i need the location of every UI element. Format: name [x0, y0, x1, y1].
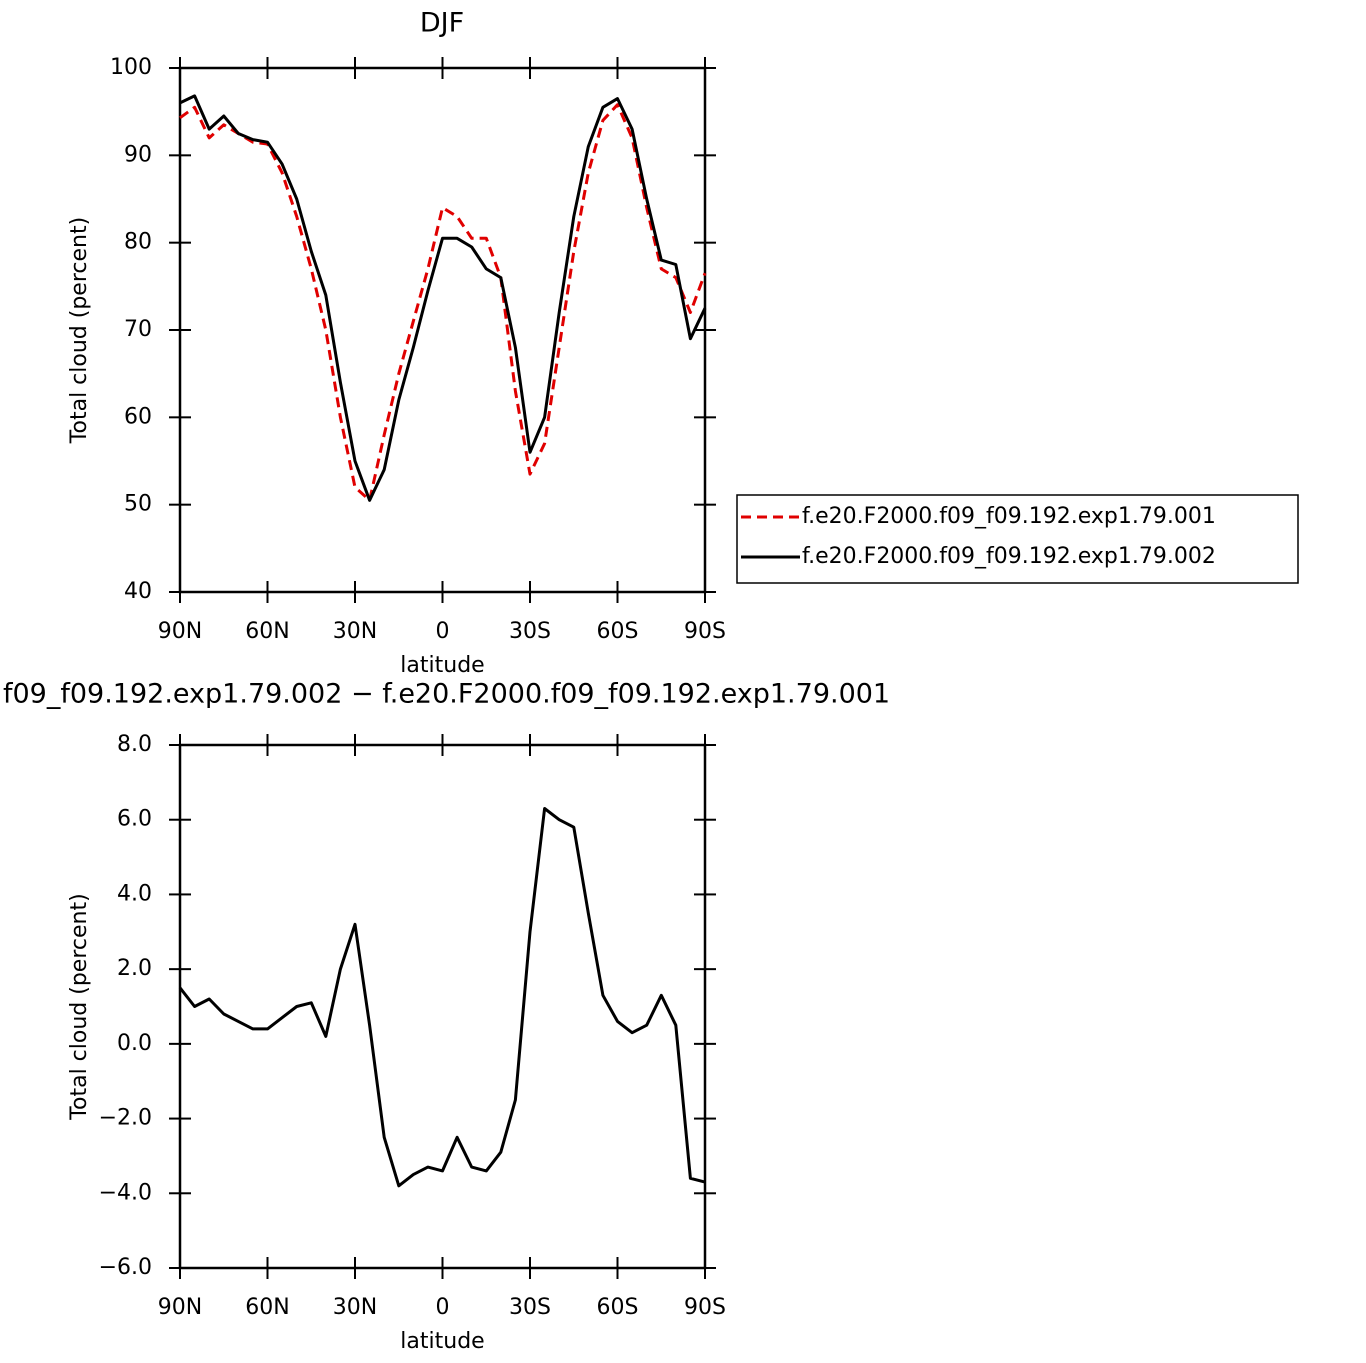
- x-tick-label: 30S: [509, 619, 551, 644]
- x-tick-label: 30N: [333, 1295, 377, 1320]
- x-axis-label: latitude: [400, 653, 484, 678]
- data-line: [178, 807, 706, 1188]
- x-tick-label: 90S: [684, 1295, 726, 1320]
- data-line: [179, 94, 707, 502]
- x-tick-label: 60N: [245, 1295, 289, 1320]
- legend-label: f.e20.F2000.f09_f09.192.exp1.79.002: [802, 544, 1216, 569]
- plot-frame: [178, 743, 707, 1270]
- x-tick-label: 0: [436, 619, 450, 644]
- y-tick-label: 50: [124, 492, 152, 517]
- x-tick-label: 60S: [597, 619, 639, 644]
- legend-label: f.e20.F2000.f09_f09.192.exp1.79.001: [802, 504, 1216, 529]
- x-tick-label: 60S: [597, 1295, 639, 1320]
- chart-title: DJF: [420, 8, 464, 39]
- y-tick-label: 2.0: [117, 956, 152, 981]
- y-tick-label: 40: [124, 579, 152, 604]
- x-tick-label: 0: [436, 1295, 450, 1320]
- y-tick-label: 80: [124, 230, 152, 255]
- x-tick-label: 90N: [158, 619, 202, 644]
- x-tick-label: 90S: [684, 619, 726, 644]
- y-tick-label: 6.0: [117, 807, 152, 832]
- y-tick-label: 70: [124, 317, 152, 342]
- y-tick-label: −6.0: [99, 1255, 152, 1280]
- y-tick-label: 60: [124, 404, 152, 429]
- plot-frame: [178, 66, 707, 594]
- y-tick-label: 100: [110, 55, 152, 80]
- chart-title: f09_f09.192.exp1.79.002 − f.e20.F2000.f0…: [3, 679, 890, 710]
- y-tick-label: 4.0: [117, 881, 152, 906]
- x-tick-label: 30S: [509, 1295, 551, 1320]
- x-tick-label: 60N: [245, 619, 289, 644]
- y-axis-label: Total cloud (percent): [67, 217, 92, 444]
- x-axis-label: latitude: [400, 1329, 484, 1354]
- y-tick-label: −4.0: [99, 1180, 152, 1205]
- y-tick-label: 8.0: [117, 732, 152, 757]
- y-tick-label: 0.0: [117, 1031, 152, 1056]
- y-axis-label: Total cloud (percent): [67, 893, 92, 1120]
- x-tick-label: 90N: [158, 1295, 202, 1320]
- x-tick-label: 30N: [333, 619, 377, 644]
- y-tick-label: −2.0: [99, 1106, 152, 1131]
- data-line: [179, 103, 707, 502]
- y-tick-label: 90: [124, 142, 152, 167]
- legend-box: [736, 494, 1299, 584]
